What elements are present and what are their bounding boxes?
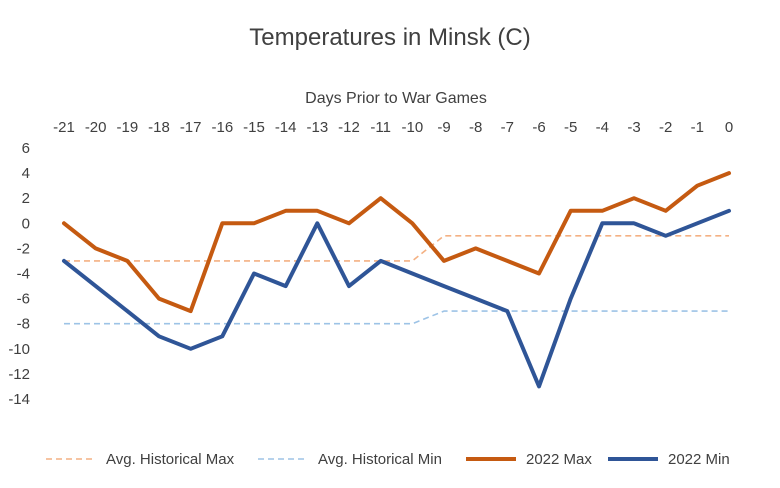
y-tick-label: -6 [17, 291, 30, 308]
x-tick-label: -14 [275, 119, 297, 136]
chart-title: Temperatures in Minsk (C) [249, 24, 530, 51]
y-tick-label: 0 [22, 215, 30, 232]
legend: Avg. Historical Max Avg. Historical Min 20… [46, 451, 730, 468]
x-tick-label: -20 [85, 119, 107, 136]
y-tick-label: -2 [17, 240, 30, 257]
x-tick-label: -5 [564, 119, 577, 136]
y-tick-label: 6 [22, 140, 30, 157]
x-tick-label: -9 [437, 119, 450, 136]
x-tick-label: -1 [691, 119, 704, 136]
legend-label-2: Avg. Historical Min [318, 451, 442, 468]
x-tick-label: 0 [725, 119, 733, 136]
series-line-1 [64, 235, 729, 262]
x-tick-label: -11 [370, 119, 391, 136]
series-line-4 [62, 208, 731, 389]
x-tick-label: -18 [148, 119, 170, 136]
y-axis-ticks: 6 4 2 0 -2 -4 -6 -8 -10 -12 -14 [8, 140, 30, 408]
legend-label-1: Avg. Historical Max [106, 451, 235, 468]
y-tick-label: 2 [22, 190, 30, 207]
series-line-3 [62, 171, 731, 314]
plot-area [62, 171, 731, 389]
legend-label-4: 2022 Min [668, 451, 730, 468]
x-tick-label: -17 [180, 119, 202, 136]
x-tick-label: -10 [401, 119, 423, 136]
y-tick-label: -12 [8, 366, 30, 383]
y-tick-label: -14 [8, 391, 30, 408]
x-tick-label: -13 [306, 119, 328, 136]
y-tick-label: 4 [22, 165, 30, 182]
x-tick-label: -15 [243, 119, 265, 136]
x-tick-label: -4 [596, 119, 609, 136]
x-tick-label: -8 [469, 119, 482, 136]
x-tick-label: -12 [338, 119, 360, 136]
y-tick-label: -8 [17, 316, 30, 333]
x-axis-ticks: -21 -20 -19 -18 -17 -16 -15 -14 -13 -12 -11 -10 -9 -8… [53, 119, 733, 136]
legend-label-3: 2022 Max [526, 451, 592, 468]
x-tick-label: -2 [659, 119, 672, 136]
series-line-2 [64, 310, 729, 325]
x-axis-title: Days Prior to War Games [305, 90, 487, 107]
y-tick-label: -10 [8, 341, 30, 358]
x-tick-label: -19 [116, 119, 138, 136]
y-tick-label: -4 [17, 266, 30, 283]
x-tick-label: -3 [627, 119, 640, 136]
x-tick-label: -6 [532, 119, 545, 136]
x-tick-label: -7 [501, 119, 514, 136]
x-tick-label: -16 [211, 119, 233, 136]
x-tick-label: -21 [53, 119, 75, 136]
